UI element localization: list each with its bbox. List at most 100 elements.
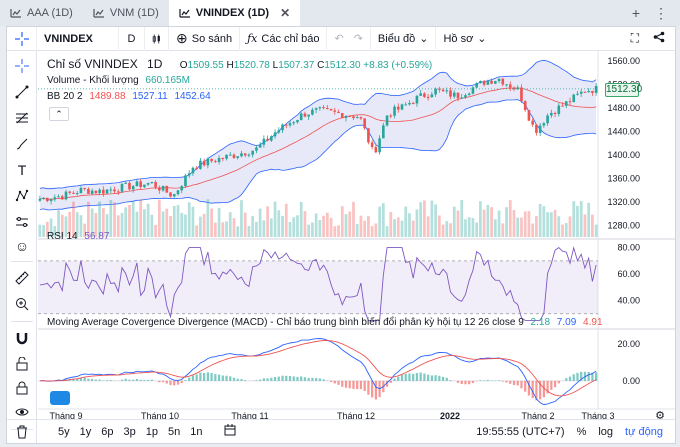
brush-icon[interactable] xyxy=(13,135,31,153)
lock-open-icon[interactable] xyxy=(13,355,31,373)
time-tick-label: Tháng 11 xyxy=(231,411,268,419)
candle-body xyxy=(143,184,146,188)
range-5d[interactable]: 5n xyxy=(168,425,181,438)
pattern-tool-icon[interactable] xyxy=(13,187,31,205)
volume-bar xyxy=(94,213,98,237)
volume-bar xyxy=(299,201,303,237)
candle-body xyxy=(501,78,505,85)
emoji-icon[interactable]: ☺ xyxy=(14,238,30,254)
volume-bar xyxy=(109,199,113,237)
goto-date-icon[interactable] xyxy=(224,424,236,439)
tab-vnindex[interactable]: VNINDEX (1D) ✕ xyxy=(168,0,301,26)
candle-body xyxy=(195,167,198,169)
redo-icon[interactable]: ↷ xyxy=(353,33,363,45)
clock-display[interactable]: 19:55:55 (UTC+7) xyxy=(476,425,565,438)
volume-bar xyxy=(419,202,423,237)
chart-type-dropdown[interactable]: Biểu đồ ⌄ xyxy=(371,26,437,51)
interval-button[interactable]: D xyxy=(119,26,145,51)
volume-bar xyxy=(221,222,225,237)
lock-icon[interactable] xyxy=(13,379,31,397)
indicators-button[interactable]: ƒx Các chỉ báo xyxy=(240,26,328,51)
symbol-search[interactable]: VNINDEX xyxy=(37,26,119,51)
volume-bar xyxy=(591,214,594,237)
range-3m[interactable]: 3p xyxy=(123,425,136,438)
close-icon[interactable]: ✕ xyxy=(280,6,291,20)
volume-bar xyxy=(501,223,505,237)
candle-body xyxy=(311,109,314,115)
candle-body xyxy=(131,186,135,190)
range-selector: 5y 1y 6p 3p 1p 5n 1n xyxy=(53,426,208,438)
volume-bar xyxy=(284,203,288,237)
macd-signal-value: 4.91 xyxy=(583,317,603,328)
time-tick-label: 2022 xyxy=(440,411,460,419)
candle-body xyxy=(527,110,531,121)
menu-icon[interactable]: ⋮ xyxy=(654,4,668,21)
macd-hist-value: 2.18 xyxy=(530,317,551,328)
profile-dropdown[interactable]: Hồ sơ ⌄ xyxy=(436,27,493,51)
eye-icon[interactable] xyxy=(13,403,31,421)
symbol-label: VNINDEX xyxy=(44,32,93,45)
price-tick-label: 1280.00 xyxy=(607,220,640,230)
volume-bar xyxy=(199,216,202,237)
brand-logo-icon xyxy=(50,391,70,405)
volume-bar xyxy=(240,200,243,237)
volume-bar xyxy=(568,216,572,237)
rsi-line xyxy=(39,246,597,321)
compare-button[interactable]: ⊕ So sánh xyxy=(169,26,241,51)
fullscreen-icon[interactable]: ⛶ xyxy=(630,31,639,45)
candle-body xyxy=(255,147,258,151)
candle-body xyxy=(449,90,452,97)
candle-body xyxy=(594,85,598,93)
candle-body xyxy=(292,122,296,124)
range-5y[interactable]: 5y xyxy=(58,425,70,438)
volume-bar xyxy=(583,214,587,237)
text-tool-icon[interactable]: T xyxy=(17,162,27,178)
share-icon[interactable] xyxy=(653,31,665,46)
prediction-tool-icon[interactable] xyxy=(13,213,31,231)
volume-bar xyxy=(273,201,277,237)
volume-bar xyxy=(232,218,236,237)
crosshair-icon[interactable] xyxy=(7,26,37,51)
range-6m[interactable]: 6p xyxy=(101,425,114,438)
undo-redo: ↶ ↷ xyxy=(327,26,371,51)
undo-icon[interactable]: ↶ xyxy=(334,33,344,45)
volume-bar xyxy=(38,224,42,237)
range-1d[interactable]: 1n xyxy=(190,425,203,438)
candle-body xyxy=(363,118,366,129)
range-1y[interactable]: 1y xyxy=(79,425,92,438)
volume-bar xyxy=(576,205,579,237)
tab-vnm[interactable]: VNM (1D) xyxy=(83,0,169,26)
volume-bar xyxy=(460,199,464,237)
trend-line-icon[interactable] xyxy=(13,83,31,101)
candle-body xyxy=(236,156,240,158)
magnet-icon[interactable] xyxy=(13,329,31,347)
chart-canvas[interactable]: 1560.001520.001480.001440.001400.001360.… xyxy=(38,51,675,419)
volume-bar xyxy=(53,226,57,237)
candle-body xyxy=(98,189,101,194)
auto-scale-toggle[interactable]: tự động xyxy=(625,425,663,438)
trash-icon[interactable] xyxy=(7,425,37,439)
ruler-icon[interactable] xyxy=(13,269,31,287)
candle-body xyxy=(374,146,378,153)
volume-bar xyxy=(49,218,53,237)
log-toggle[interactable]: log xyxy=(598,425,614,438)
zoom-in-icon[interactable] xyxy=(13,295,31,313)
range-1m[interactable]: 1p xyxy=(145,425,158,438)
settings-gear-icon[interactable]: ⚙ xyxy=(655,410,665,419)
candle-body xyxy=(471,87,475,94)
candle-body xyxy=(322,107,325,109)
volume-bar xyxy=(135,211,139,237)
volume-bar xyxy=(247,226,251,237)
collapse-legend-button[interactable]: ⌃ xyxy=(49,107,69,121)
volume-bar xyxy=(187,202,191,237)
add-tab-icon[interactable]: + xyxy=(631,4,640,21)
crosshair-tool-icon[interactable] xyxy=(13,57,31,75)
fib-tool-icon[interactable] xyxy=(13,109,31,127)
volume-bar xyxy=(557,216,561,237)
volume-bar xyxy=(493,219,497,237)
percent-toggle[interactable]: % xyxy=(576,425,587,438)
volume-bar xyxy=(292,217,296,237)
tab-aaa[interactable]: AAA (1D) xyxy=(0,0,83,26)
candle-type-icon[interactable] xyxy=(145,26,169,51)
volume-bar xyxy=(266,206,269,237)
